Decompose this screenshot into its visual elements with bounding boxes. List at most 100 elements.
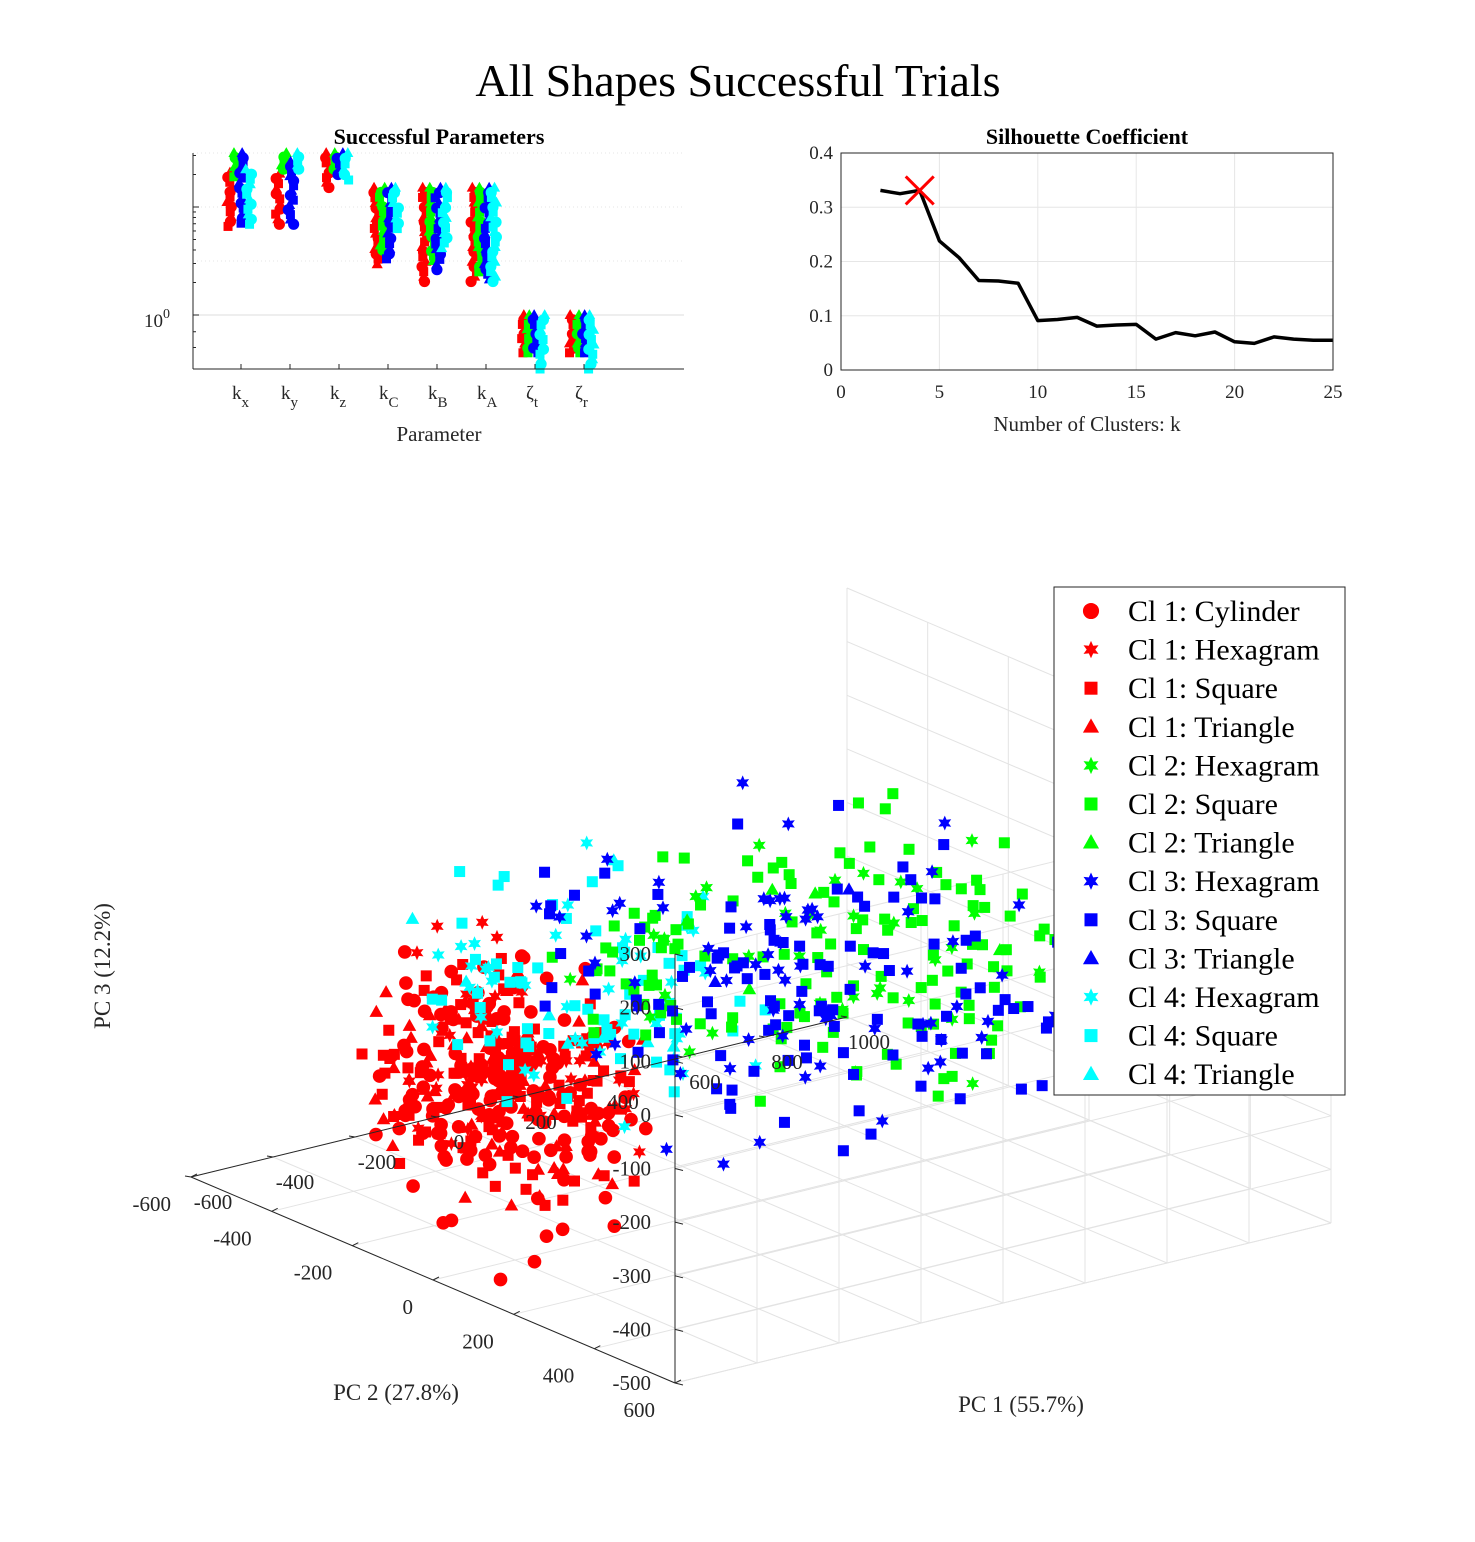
pca-y-tick <box>352 1242 359 1247</box>
pca-marker <box>778 1116 790 1128</box>
legend-item: Cl 2: Triangle <box>1082 827 1295 860</box>
pca-marker <box>420 1089 435 1102</box>
pca-marker <box>689 889 703 904</box>
pca-marker <box>768 934 780 946</box>
params-marker <box>321 158 331 168</box>
pca-marker <box>498 871 510 883</box>
params-marker <box>486 192 496 202</box>
pca-marker <box>369 1127 383 1142</box>
pca-marker <box>486 1124 498 1136</box>
pca-marker <box>837 1145 849 1157</box>
pca-marker <box>463 979 476 995</box>
silhouette-ytick-label: 0.4 <box>809 143 833 164</box>
pca-marker <box>729 962 741 974</box>
pca-marker <box>858 958 872 974</box>
pca-marker <box>482 1066 494 1078</box>
pca-z-tick <box>674 1007 684 1011</box>
pca-marker <box>632 1046 644 1058</box>
pca-marker <box>741 973 753 985</box>
pca-marker <box>606 903 619 919</box>
pca-marker <box>590 925 602 937</box>
legend-label: Cl 4: Square <box>1128 1020 1278 1053</box>
legend-item: Cl 4: Hexagram <box>1083 981 1320 1014</box>
pca-ztick-label: 300 <box>620 942 652 966</box>
params-marker <box>288 218 300 230</box>
pca-z-tick <box>674 1060 684 1064</box>
pca-marker <box>657 931 671 947</box>
pca-marker <box>971 874 983 886</box>
pca-marker <box>867 947 879 959</box>
params-marker <box>568 334 578 344</box>
pca-marker <box>836 1001 849 1017</box>
figure-title: All Shapes Successful Trials <box>475 55 1000 106</box>
pca-marker <box>402 1018 417 1031</box>
pca-marker <box>587 1054 602 1067</box>
pca-marker <box>684 961 696 973</box>
pca-marker <box>520 1037 532 1049</box>
pca-marker <box>538 1078 553 1091</box>
params-marker <box>482 254 492 264</box>
legend-square-icon <box>1084 681 1098 695</box>
pca-marker <box>506 1067 518 1079</box>
pca-marker <box>965 833 979 848</box>
pca-marker <box>618 1090 633 1105</box>
pca-marker <box>561 1092 573 1104</box>
params-xlabel: Parameter <box>396 422 481 446</box>
pca-marker <box>596 1030 611 1043</box>
pca-marker <box>827 1026 839 1038</box>
pca-marker <box>933 1054 947 1070</box>
pca-marker <box>465 1079 479 1095</box>
pca-marker <box>798 1039 810 1051</box>
params-marker <box>469 222 479 232</box>
pca-marker <box>515 984 529 1000</box>
pca-marker <box>732 818 744 830</box>
pca-marker <box>485 973 499 989</box>
params-grid <box>193 152 684 316</box>
pca-marker <box>547 1161 561 1174</box>
pca-marker <box>477 1167 489 1179</box>
params-marker <box>293 163 305 175</box>
pca-marker <box>401 992 415 1007</box>
pca-marker <box>605 1177 620 1190</box>
pca-marker <box>925 864 939 880</box>
pca-marker <box>589 988 601 1000</box>
pca-marker <box>912 1018 924 1030</box>
pca-marker <box>924 1015 938 1031</box>
pca-marker <box>369 1004 384 1017</box>
pca-marker <box>454 866 466 878</box>
pca-marker <box>781 816 795 832</box>
params-marker <box>474 267 484 277</box>
params-marker <box>572 319 582 329</box>
params-marker <box>374 208 384 218</box>
pca-tick-labels: -600-400-200020040060080010006004002000-… <box>133 942 891 1422</box>
pca-marker <box>507 1078 519 1090</box>
pca-marker <box>532 1189 547 1202</box>
pca-marker <box>812 952 824 964</box>
pca-marker <box>464 958 478 974</box>
pca-marker <box>974 884 986 896</box>
pca-marker <box>670 1031 684 1047</box>
pca-xlabel: PC 1 (55.7%) <box>958 1392 1084 1417</box>
pca-marker <box>586 1108 600 1123</box>
params-xtick-label: ζt <box>526 383 539 411</box>
params-frame <box>192 153 684 370</box>
pca-marker <box>950 999 964 1014</box>
pca-marker <box>601 1023 613 1035</box>
params-marker <box>523 319 533 329</box>
pca-marker <box>981 1048 993 1060</box>
pca-marker <box>992 1004 1004 1016</box>
pca-ztick-label: 100 <box>620 1049 652 1073</box>
params-marker <box>271 209 281 219</box>
pca-marker <box>620 978 632 990</box>
legend-item: Cl 1: Cylinder <box>1082 595 1300 628</box>
pca-marker <box>613 895 627 911</box>
pca-marker <box>508 1026 520 1038</box>
pca-marker <box>539 1199 551 1211</box>
pca-z-tick <box>674 1221 684 1225</box>
params-xtick-label: ζr <box>575 383 588 411</box>
pca-marker <box>955 883 967 895</box>
pca-markers <box>356 775 1148 1287</box>
pca-marker <box>489 1063 501 1075</box>
pca-marker <box>699 950 711 962</box>
params-marker <box>245 219 255 229</box>
